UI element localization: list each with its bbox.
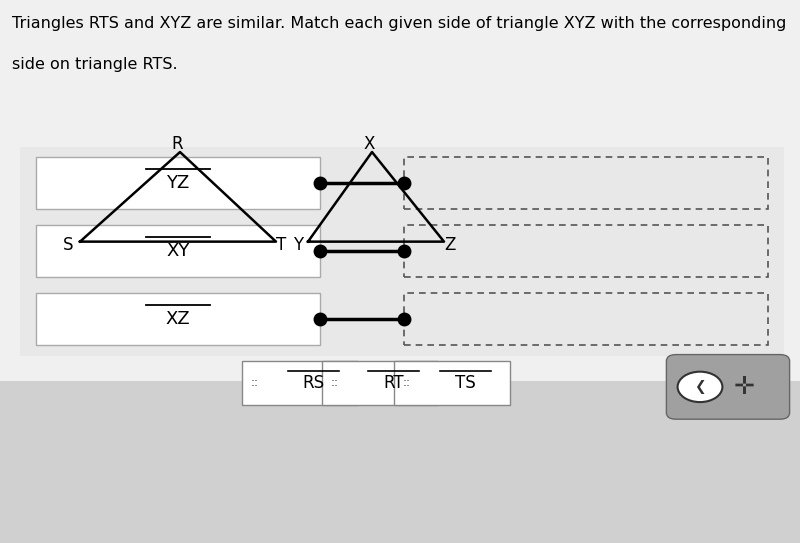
Bar [20,147,784,356]
Text: XZ: XZ [166,310,190,328]
Text: RS: RS [302,374,325,392]
Bar [36,157,320,209]
Bar [322,361,438,405]
Bar [404,293,768,345]
Text: S: S [62,236,74,255]
Text: TS: TS [455,374,476,392]
Text: Y: Y [293,236,302,255]
Bar [242,361,358,405]
Bar [36,293,320,345]
Bar [404,157,768,209]
Text: Z: Z [444,236,455,255]
Bar [404,225,768,277]
Text: ::: :: [402,376,410,389]
FancyBboxPatch shape [666,355,790,419]
Text: side on triangle RTS.: side on triangle RTS. [12,57,178,72]
Bar [394,361,510,405]
Bar [0,381,800,543]
Text: YZ: YZ [166,174,190,192]
Text: X: X [364,135,375,153]
Text: T: T [277,236,286,255]
Text: RT: RT [383,374,404,392]
Text: XY: XY [166,242,190,260]
Text: ✛: ✛ [734,375,754,399]
Text: ::: :: [250,376,258,389]
Text: R: R [172,135,183,153]
Text: Triangles RTS and XYZ are similar. Match each given side of triangle XYZ with th: Triangles RTS and XYZ are similar. Match… [12,16,786,31]
Text: ❮: ❮ [694,380,706,394]
Bar [36,225,320,277]
Text: ::: :: [330,376,338,389]
Circle shape [678,371,722,402]
